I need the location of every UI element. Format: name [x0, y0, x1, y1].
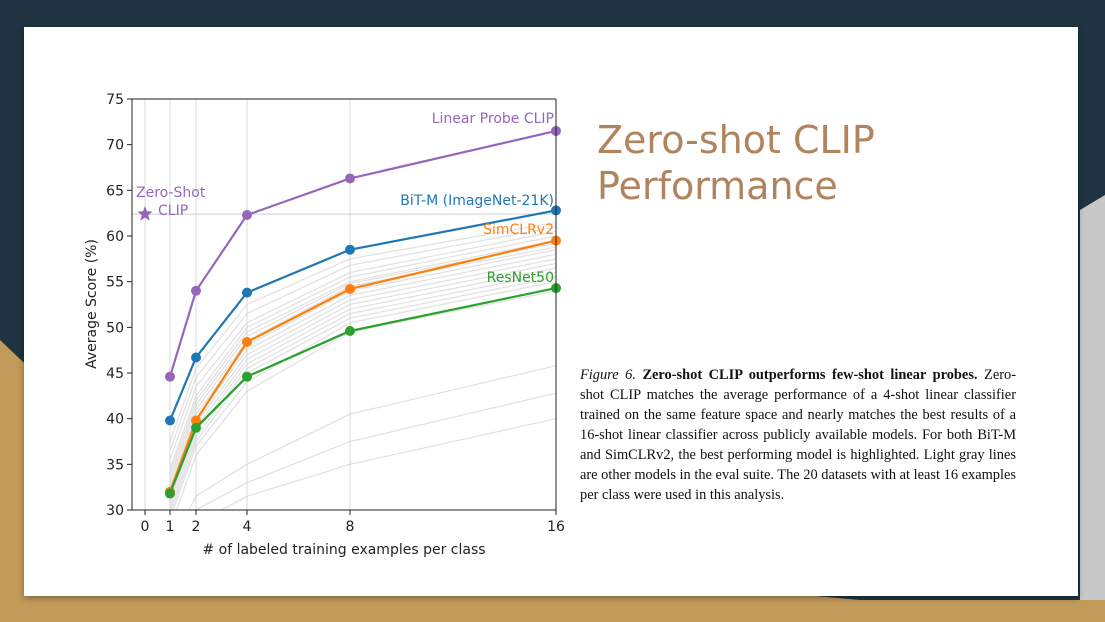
y-tick-label-65: 65	[106, 183, 124, 199]
background-line-4	[169, 239, 556, 474]
zero-shot-star-marker	[137, 206, 153, 221]
background-line-15	[175, 290, 556, 510]
x-tick-label-0: 0	[141, 519, 150, 535]
background-line-9	[169, 258, 556, 497]
series-label-0: Linear Probe CLIP	[432, 111, 554, 127]
axes: 30 35 40 45 50 55 60 65 70 75 0 1 2 4 8 16 # of labeled …	[84, 92, 565, 558]
slide-title-line-1: Zero-shot CLIP	[597, 118, 875, 162]
figure-caption: Figure 6. Zero-shot CLIP outperforms few…	[580, 365, 1016, 505]
few-shot-line-chart: 30 35 40 45 50 55 60 65 70 75 0 1 2 4 8 16 # of labeled …	[84, 92, 565, 558]
series-label-2: SimCLRv2	[483, 222, 554, 238]
background-line-11	[169, 267, 556, 506]
background-line-2	[169, 230, 556, 460]
series-label-1: BiT-M (ImageNet-21K)	[400, 193, 554, 209]
series-3-point-2	[242, 371, 252, 382]
zero-shot-label-line-1: Zero-Shot	[136, 185, 206, 201]
series-labels: Linear Probe CLIP BiT-M (ImageNet-21K) Sim…	[136, 111, 554, 286]
series-2-point-3	[345, 283, 355, 294]
zero-shot-label-line-2: CLIP	[158, 203, 188, 219]
slide: 30 35 40 45 50 55 60 65 70 75 0 1 2 4 8 16 # of labeled …	[24, 27, 1078, 596]
y-tick-label-70: 70	[106, 138, 124, 154]
background-line-14	[172, 281, 556, 510]
series-1-point-0	[165, 415, 175, 426]
series-label-3: ResNet50	[487, 270, 554, 286]
series-2-point-1	[191, 415, 201, 426]
y-tick-label-60: 60	[106, 229, 124, 245]
series-1-point-3	[345, 244, 355, 255]
series-0-point-2	[242, 209, 252, 220]
series-0-point-0	[165, 371, 175, 382]
highlighted-series	[137, 125, 561, 499]
series-line-3	[168, 286, 557, 494]
x-tick-label-2: 2	[192, 519, 201, 535]
background-line-18	[220, 418, 556, 510]
caption-figure-label: Figure 6.	[580, 367, 636, 383]
background-line-16	[188, 365, 556, 510]
x-tick-label-16: 16	[547, 519, 565, 535]
y-tick-label-40: 40	[106, 412, 124, 428]
series-3-point-3	[345, 325, 355, 336]
y-tick-label-35: 35	[106, 457, 124, 473]
series-1-point-1	[191, 352, 201, 363]
y-axis-label: Average Score (%)	[84, 239, 100, 369]
x-tick-label-1: 1	[166, 519, 175, 535]
background-line-17	[195, 392, 556, 510]
series-3-point-0	[165, 488, 175, 499]
background-line-3	[169, 235, 556, 470]
series-2-point-2	[242, 336, 252, 347]
background-model-lines	[169, 221, 556, 510]
x-tick-label-8: 8	[346, 519, 355, 535]
slide-title: Zero-shot CLIP Performance	[597, 117, 1017, 209]
background-line-0	[169, 221, 556, 442]
slide-title-line-2: Performance	[597, 164, 838, 208]
y-tick-label-55: 55	[106, 275, 124, 291]
series-1-point-2	[242, 287, 252, 298]
x-tick-label-4: 4	[243, 519, 252, 535]
x-axis-label: # of labeled training examples per class	[202, 542, 485, 558]
y-tick-label-50: 50	[106, 320, 124, 336]
series-3-point-1	[191, 422, 201, 433]
y-tick-label-75: 75	[106, 92, 124, 108]
caption-bold-sentence: Zero-shot CLIP outperforms few-shot line…	[642, 367, 978, 383]
background-line-12	[169, 271, 556, 510]
series-0-point-3	[345, 173, 355, 184]
series-0-point-1	[191, 285, 201, 296]
y-tick-label-45: 45	[106, 366, 124, 382]
background-line-5	[169, 242, 556, 479]
y-tick-label-30: 30	[106, 503, 124, 519]
background-line-1	[169, 226, 556, 451]
caption-body: Zero-shot CLIP matches the average perfo…	[580, 367, 1016, 503]
